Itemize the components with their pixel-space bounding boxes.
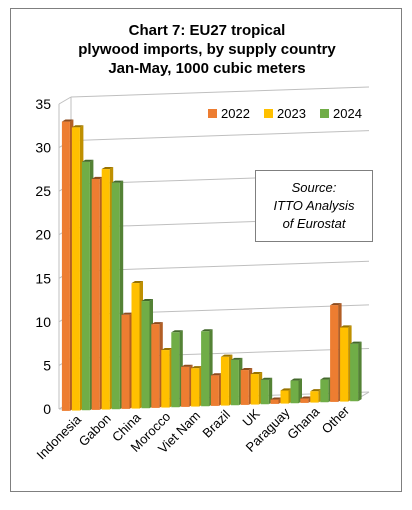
legend-label-2023: 2023 <box>277 106 306 121</box>
y-tick-label-0: 0 <box>43 401 51 417</box>
bar-2022-gabon <box>91 176 104 410</box>
legend-swatch-2024 <box>320 109 329 118</box>
x-tick-label-9: Other <box>319 402 353 436</box>
bar-2024-viet-nam <box>201 329 213 407</box>
bar-2022-viet-nam <box>181 364 193 407</box>
bar-2022-morocco <box>151 322 163 408</box>
y-tick-label-7: 35 <box>35 96 51 112</box>
bar-2024-indonesia <box>81 159 94 411</box>
x-tick-label-1: Gabon <box>76 411 114 449</box>
source-line-2: ITTO Analysis <box>273 198 355 213</box>
bar-2022-uk <box>240 367 253 405</box>
bar-2022-paraguay <box>270 397 282 404</box>
chart-title-line-1: Chart 7: EU27 tropical <box>128 22 286 39</box>
bar-2022-brazil <box>210 373 223 406</box>
bar-2023-other <box>340 325 352 402</box>
bar-2024-gabon <box>111 180 124 410</box>
y-tick-label-1: 5 <box>43 357 51 373</box>
bar-2023-brazil <box>220 354 233 406</box>
chart-title: Chart 7: EU27 tropical plywood imports, … <box>11 21 403 78</box>
y-tick-label-2: 10 <box>35 314 51 330</box>
bar-2022-indonesia <box>61 119 74 411</box>
bar-2023-morocco <box>161 347 173 408</box>
chart-title-line-3: Jan-May, 1000 cubic meters <box>108 60 306 77</box>
bar-2022-china <box>121 312 133 409</box>
bar-2024-brazil <box>230 357 243 406</box>
source-annotation: Source: ITTO Analysis of Eurostat <box>255 170 373 242</box>
bar-2024-other <box>350 341 362 402</box>
legend-swatch-2022 <box>208 109 217 118</box>
plot-area: 05101520253035IndonesiaGabonChinaMorocco… <box>34 86 370 462</box>
x-tick-label-8: Ghana <box>284 403 323 442</box>
gridline-7 <box>70 86 370 98</box>
y-tick-label-4: 20 <box>35 227 51 243</box>
bar-2023-uk <box>250 371 263 405</box>
bar-2023-gabon <box>101 166 114 410</box>
bar-2022-other <box>330 303 342 402</box>
x-tick-label-6: UK <box>239 406 263 430</box>
legend-swatch-2023 <box>264 109 273 118</box>
bar-2023-viet-nam <box>191 366 203 407</box>
x-tick-label-5: Brazil <box>199 407 233 441</box>
bar-2024-china <box>141 298 153 409</box>
bar-2023-paraguay <box>280 388 292 404</box>
legend-label-2022: 2022 <box>221 106 250 121</box>
legend-label-2024: 2024 <box>333 106 362 121</box>
bar-2023-indonesia <box>71 125 84 411</box>
chart-frame: Chart 7: EU27 tropical plywood imports, … <box>10 8 402 492</box>
source-line-3: of Eurostat <box>282 216 346 231</box>
bar-2023-china <box>131 280 143 409</box>
bar-2024-morocco <box>171 330 183 408</box>
source-line-1: Source: <box>291 180 337 195</box>
gridline-6 <box>70 130 370 142</box>
bar-2023-ghana <box>310 389 322 403</box>
y-tick-label-5: 25 <box>35 183 51 199</box>
chart-title-line-2: plywood imports, by supply country <box>78 41 336 58</box>
bar-2024-paraguay <box>290 378 302 404</box>
y-tick-label-6: 30 <box>35 140 51 156</box>
bar-2022-ghana <box>300 396 312 403</box>
y-tick-label-3: 15 <box>35 270 51 286</box>
bar-2024-uk <box>260 377 273 405</box>
bar-2024-ghana <box>320 377 332 403</box>
side-gridline-7 <box>58 96 72 105</box>
